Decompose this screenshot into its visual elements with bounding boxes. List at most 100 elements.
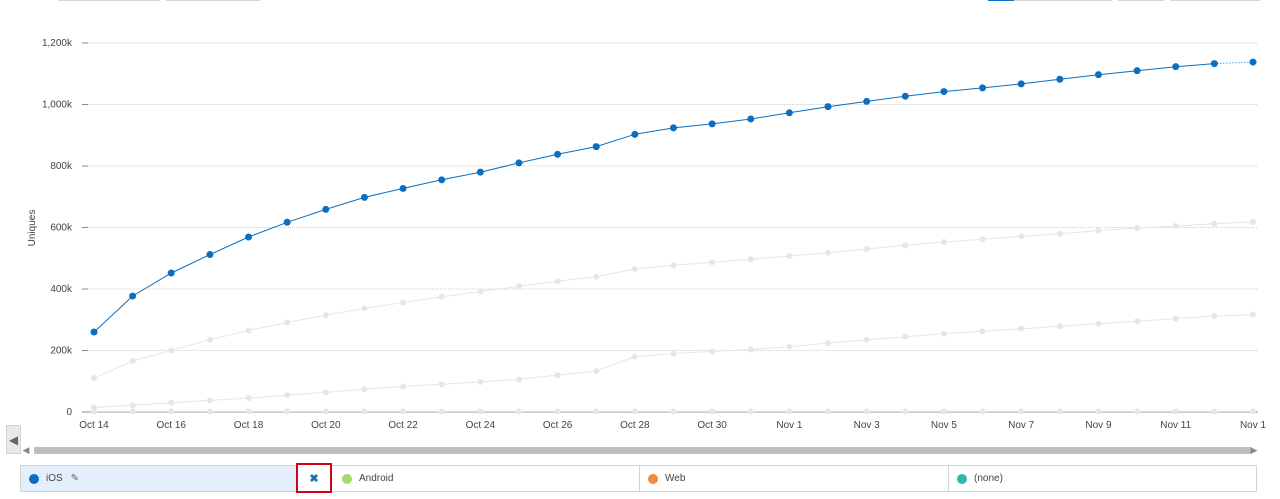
data-point <box>1211 408 1218 415</box>
x-tick-label: Nov 1 <box>776 420 803 431</box>
data-point <box>206 397 213 404</box>
top-control-2[interactable] <box>166 0 260 1</box>
data-point <box>863 408 870 415</box>
data-point <box>670 124 677 132</box>
data-point <box>786 408 793 415</box>
data-point <box>1056 408 1063 415</box>
legend-item-none[interactable]: (none) <box>948 465 1257 492</box>
data-point <box>129 292 137 300</box>
data-point <box>284 319 291 326</box>
data-point <box>284 392 291 399</box>
data-point <box>1211 313 1218 320</box>
scrollbar-thumb[interactable] <box>34 447 1252 454</box>
y-axis-ticks: 0 200k 400k 600k 800k 1,000k 1,200k <box>42 38 73 418</box>
data-point <box>129 408 136 415</box>
data-point <box>1134 408 1141 415</box>
top-control-active[interactable] <box>988 0 1014 1</box>
data-point <box>940 238 947 245</box>
x-tick-label: Oct 26 <box>543 420 573 431</box>
series-none <box>91 408 1256 415</box>
data-point <box>940 330 947 337</box>
scroll-right-icon[interactable]: ▶ <box>1250 445 1258 455</box>
data-point <box>477 288 484 295</box>
top-control-4[interactable] <box>1014 0 1112 1</box>
data-point <box>786 253 793 260</box>
data-point <box>129 402 136 409</box>
x-tick-label: Oct 28 <box>620 420 650 431</box>
data-point <box>1095 227 1102 234</box>
horizontal-scrollbar[interactable]: ◀ ▶ <box>20 444 1260 456</box>
data-point <box>361 408 368 415</box>
data-point <box>477 408 484 415</box>
data-point <box>245 233 253 241</box>
y-tick-label: 0 <box>66 407 72 418</box>
data-point <box>283 218 291 226</box>
chevron-left-icon: ◀ <box>8 432 19 447</box>
legend-item-android[interactable]: Android <box>329 465 640 492</box>
data-point <box>1134 225 1141 232</box>
data-point <box>1211 220 1218 227</box>
data-point <box>902 408 909 415</box>
data-point <box>1018 325 1025 332</box>
x-tick-label: Oct 18 <box>234 420 264 431</box>
data-point <box>245 408 252 415</box>
data-point <box>1250 218 1256 225</box>
top-control-1[interactable] <box>58 0 160 1</box>
data-point <box>593 273 600 280</box>
data-point <box>167 269 175 277</box>
top-control-5[interactable] <box>1118 0 1164 1</box>
android-color-dot <box>342 473 352 484</box>
y-tick-label: 1,200k <box>42 38 73 49</box>
data-point <box>747 115 755 123</box>
legend-item-ios[interactable]: iOS ✎ <box>20 465 330 492</box>
y-tick-label: 400k <box>50 284 73 295</box>
data-point <box>902 242 909 249</box>
data-point <box>400 408 407 415</box>
data-point <box>360 193 368 201</box>
data-point <box>1210 60 1218 68</box>
ios-color-dot <box>29 473 39 484</box>
data-point <box>1172 315 1179 322</box>
data-point <box>670 408 677 415</box>
top-control-6[interactable] <box>1170 0 1260 1</box>
data-point <box>747 408 754 415</box>
data-point <box>245 395 252 402</box>
data-point <box>747 346 754 353</box>
x-tick-label: Nov 9 <box>1085 420 1112 431</box>
data-point <box>361 305 368 312</box>
x-tick-label: Nov 7 <box>1008 420 1035 431</box>
legend-label-android: Android <box>359 473 394 484</box>
pencil-icon[interactable]: ✎ <box>70 473 80 484</box>
data-point <box>1018 408 1025 415</box>
data-point <box>670 262 677 269</box>
grid-lines <box>82 42 1258 413</box>
y-axis-title: Uniques <box>27 210 38 247</box>
data-point <box>1133 67 1141 75</box>
data-point <box>400 383 407 390</box>
data-point <box>825 408 832 415</box>
data-point <box>1056 75 1064 83</box>
x-tick-label: Oct 22 <box>388 420 418 431</box>
data-point <box>554 372 561 379</box>
data-point <box>902 333 909 340</box>
data-point <box>1250 408 1256 415</box>
data-point <box>593 368 600 375</box>
collapse-panel-button[interactable]: ◀ <box>6 425 21 454</box>
scroll-left-icon[interactable]: ◀ <box>22 445 30 455</box>
data-point <box>709 259 716 266</box>
data-point <box>515 408 522 415</box>
data-point <box>206 336 213 343</box>
data-point <box>747 256 754 263</box>
x-tick-label: Oct 16 <box>157 420 187 431</box>
data-point <box>708 120 716 128</box>
series-layer <box>90 58 1257 415</box>
data-point <box>863 97 871 105</box>
legend-item-web[interactable]: Web <box>639 465 949 492</box>
data-point <box>979 408 986 415</box>
data-point <box>515 159 523 167</box>
data-point <box>631 130 639 138</box>
data-point <box>438 381 445 388</box>
remove-series-button[interactable]: ✖ <box>296 463 332 493</box>
data-point <box>515 283 522 290</box>
